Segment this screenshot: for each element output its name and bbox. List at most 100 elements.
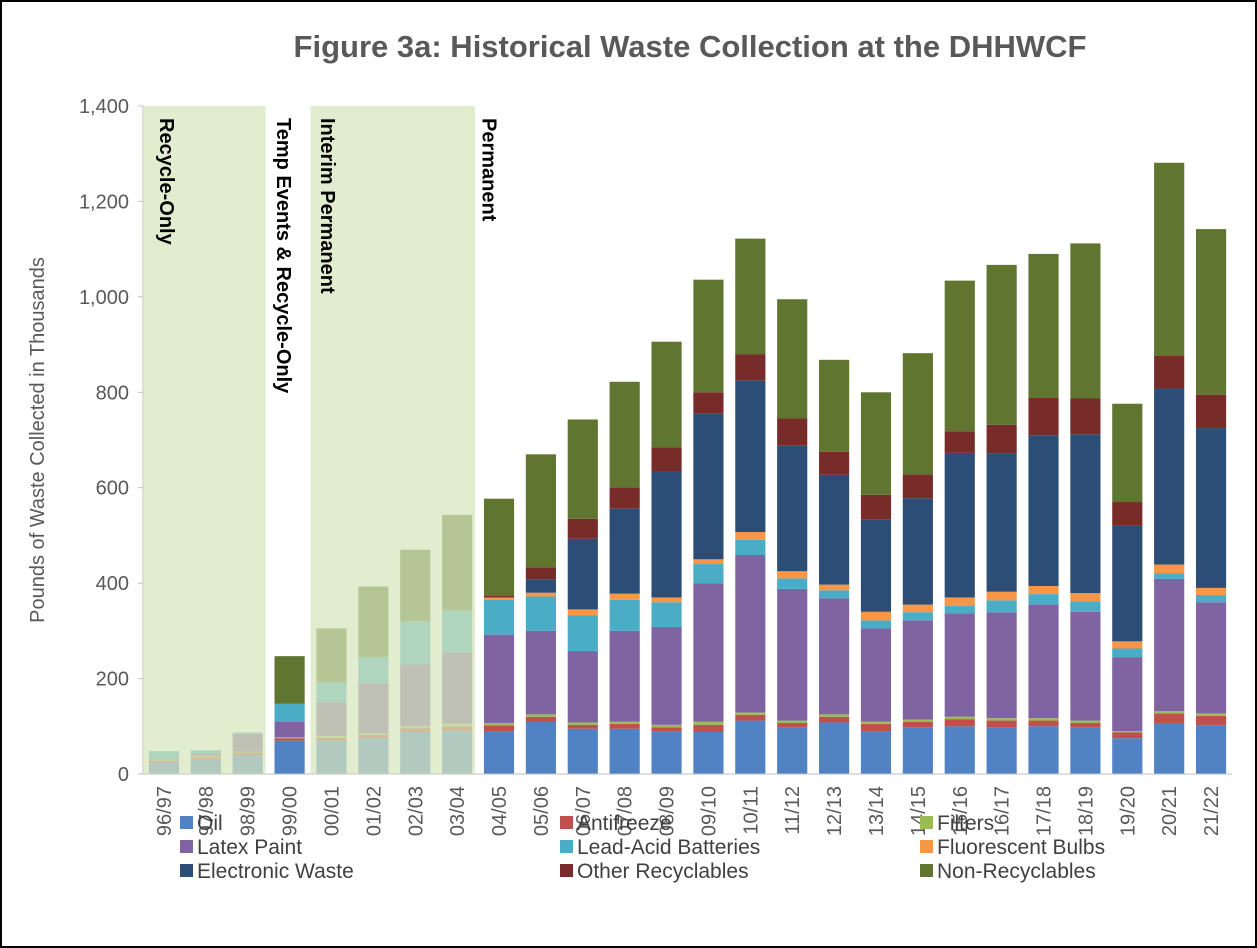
x-tick-label: 16/17	[992, 786, 1014, 836]
legend-swatch	[180, 864, 193, 877]
y-tick-label: 1,000	[79, 287, 129, 309]
bar-segment	[860, 611, 892, 621]
x-tick-label: 09/10	[698, 786, 720, 836]
bar-segment	[483, 596, 515, 598]
bar-segment	[1028, 594, 1059, 605]
x-tick-label: 10/11	[740, 786, 762, 835]
bar-segment	[651, 731, 682, 774]
legend-label: Other Recyclables	[577, 860, 749, 883]
bar-segment	[1028, 253, 1059, 399]
bar-segment	[567, 722, 598, 725]
bar-segment	[986, 720, 1017, 728]
bar-segment	[902, 620, 933, 720]
bar-segment	[902, 353, 933, 475]
bar-segment	[1070, 722, 1101, 728]
bar-segment	[651, 602, 682, 628]
bar-segment	[944, 597, 975, 607]
bar-segment	[274, 737, 305, 739]
bar-segment	[986, 591, 1017, 601]
bar-segment	[1154, 573, 1185, 579]
bar-segment	[525, 567, 556, 580]
bar-segment	[902, 612, 933, 621]
x-tick-label: 18/19	[1075, 786, 1097, 836]
bar-segment	[1195, 595, 1227, 603]
bar-segment	[860, 723, 892, 732]
bar-segment	[777, 418, 808, 446]
legend-swatch	[560, 864, 573, 877]
bar-segment	[1195, 394, 1227, 429]
bar-segment	[819, 722, 850, 774]
x-tick-label: 02/03	[405, 786, 427, 836]
x-tick-label: 20/21	[1159, 786, 1181, 836]
bar-segment	[274, 738, 305, 741]
bar-segment	[609, 599, 640, 631]
bar-segment	[819, 598, 850, 715]
bar-segment	[1028, 720, 1059, 727]
bar-segment	[1112, 732, 1143, 739]
bar-segment	[1195, 725, 1227, 774]
bar-segment	[1070, 727, 1101, 774]
bar-segment	[944, 726, 975, 774]
bar-segment	[483, 599, 515, 635]
bar-segment	[860, 392, 892, 495]
bar-segment	[274, 656, 305, 704]
bar-segment	[1154, 388, 1185, 565]
legend-label: Non-Recyclables	[937, 860, 1096, 883]
bar-segment	[777, 578, 808, 589]
bar-segment	[986, 718, 1017, 721]
bar-segment	[567, 518, 598, 539]
bar-segment	[735, 714, 766, 721]
x-tick-label: 13/14	[866, 786, 888, 836]
bar-segment	[567, 538, 598, 610]
period-label: Temp Events & Recycle-Only	[272, 118, 294, 394]
legend-label: Lead-Acid Batteries	[577, 836, 760, 859]
bar-segment	[1195, 602, 1227, 714]
bar-segment	[1028, 398, 1059, 436]
bar-segment	[1028, 604, 1059, 719]
bar-segment	[986, 612, 1017, 719]
bar-segment	[483, 725, 515, 732]
bar-segment	[567, 650, 598, 723]
bar-segment	[1112, 641, 1143, 649]
legend-label: Filters	[937, 812, 994, 835]
bar-segment	[1028, 586, 1059, 595]
bar-segment	[860, 628, 892, 722]
bar-segment	[609, 487, 640, 509]
bar-segment	[1112, 731, 1143, 733]
x-tick-label: 11/12	[782, 786, 804, 835]
x-tick-label: 12/13	[824, 786, 846, 836]
bar-segment	[1070, 434, 1101, 594]
bar-segment	[1070, 243, 1101, 399]
bar-segment	[1112, 403, 1143, 503]
x-tick-label: 98/99	[238, 786, 260, 836]
bar-segment	[1070, 601, 1101, 612]
bar-segment	[902, 719, 933, 722]
bar-segment	[819, 716, 850, 723]
legend-swatch	[560, 840, 573, 853]
bar-segment	[1112, 525, 1143, 642]
bar-segment	[525, 454, 556, 568]
bar-segment	[986, 727, 1017, 774]
bar-segment	[986, 600, 1017, 613]
y-tick-label: 1,400	[79, 96, 129, 118]
bar-segment	[609, 728, 640, 774]
y-tick-label: 0	[118, 764, 129, 786]
bar-segment	[1195, 229, 1227, 395]
y-axis-label: Pounds of Waste Collected in Thousands	[27, 257, 49, 623]
bar-segment	[860, 721, 892, 724]
bar-segment	[651, 597, 682, 603]
bar-segment	[1154, 722, 1185, 774]
bar-segment	[1112, 657, 1143, 732]
bar-segment	[651, 341, 682, 448]
bar-segment	[1195, 428, 1227, 588]
bar-segment	[986, 424, 1017, 454]
bar-segment	[651, 724, 682, 728]
bar-segment	[735, 554, 766, 713]
bar-segment	[651, 627, 682, 725]
bar-segment	[944, 613, 975, 717]
bar-segment	[1070, 611, 1101, 721]
legend-label: Fluorescent Bulbs	[937, 836, 1105, 859]
bar-segment	[819, 714, 850, 717]
x-tick-label: 19/20	[1117, 786, 1139, 836]
